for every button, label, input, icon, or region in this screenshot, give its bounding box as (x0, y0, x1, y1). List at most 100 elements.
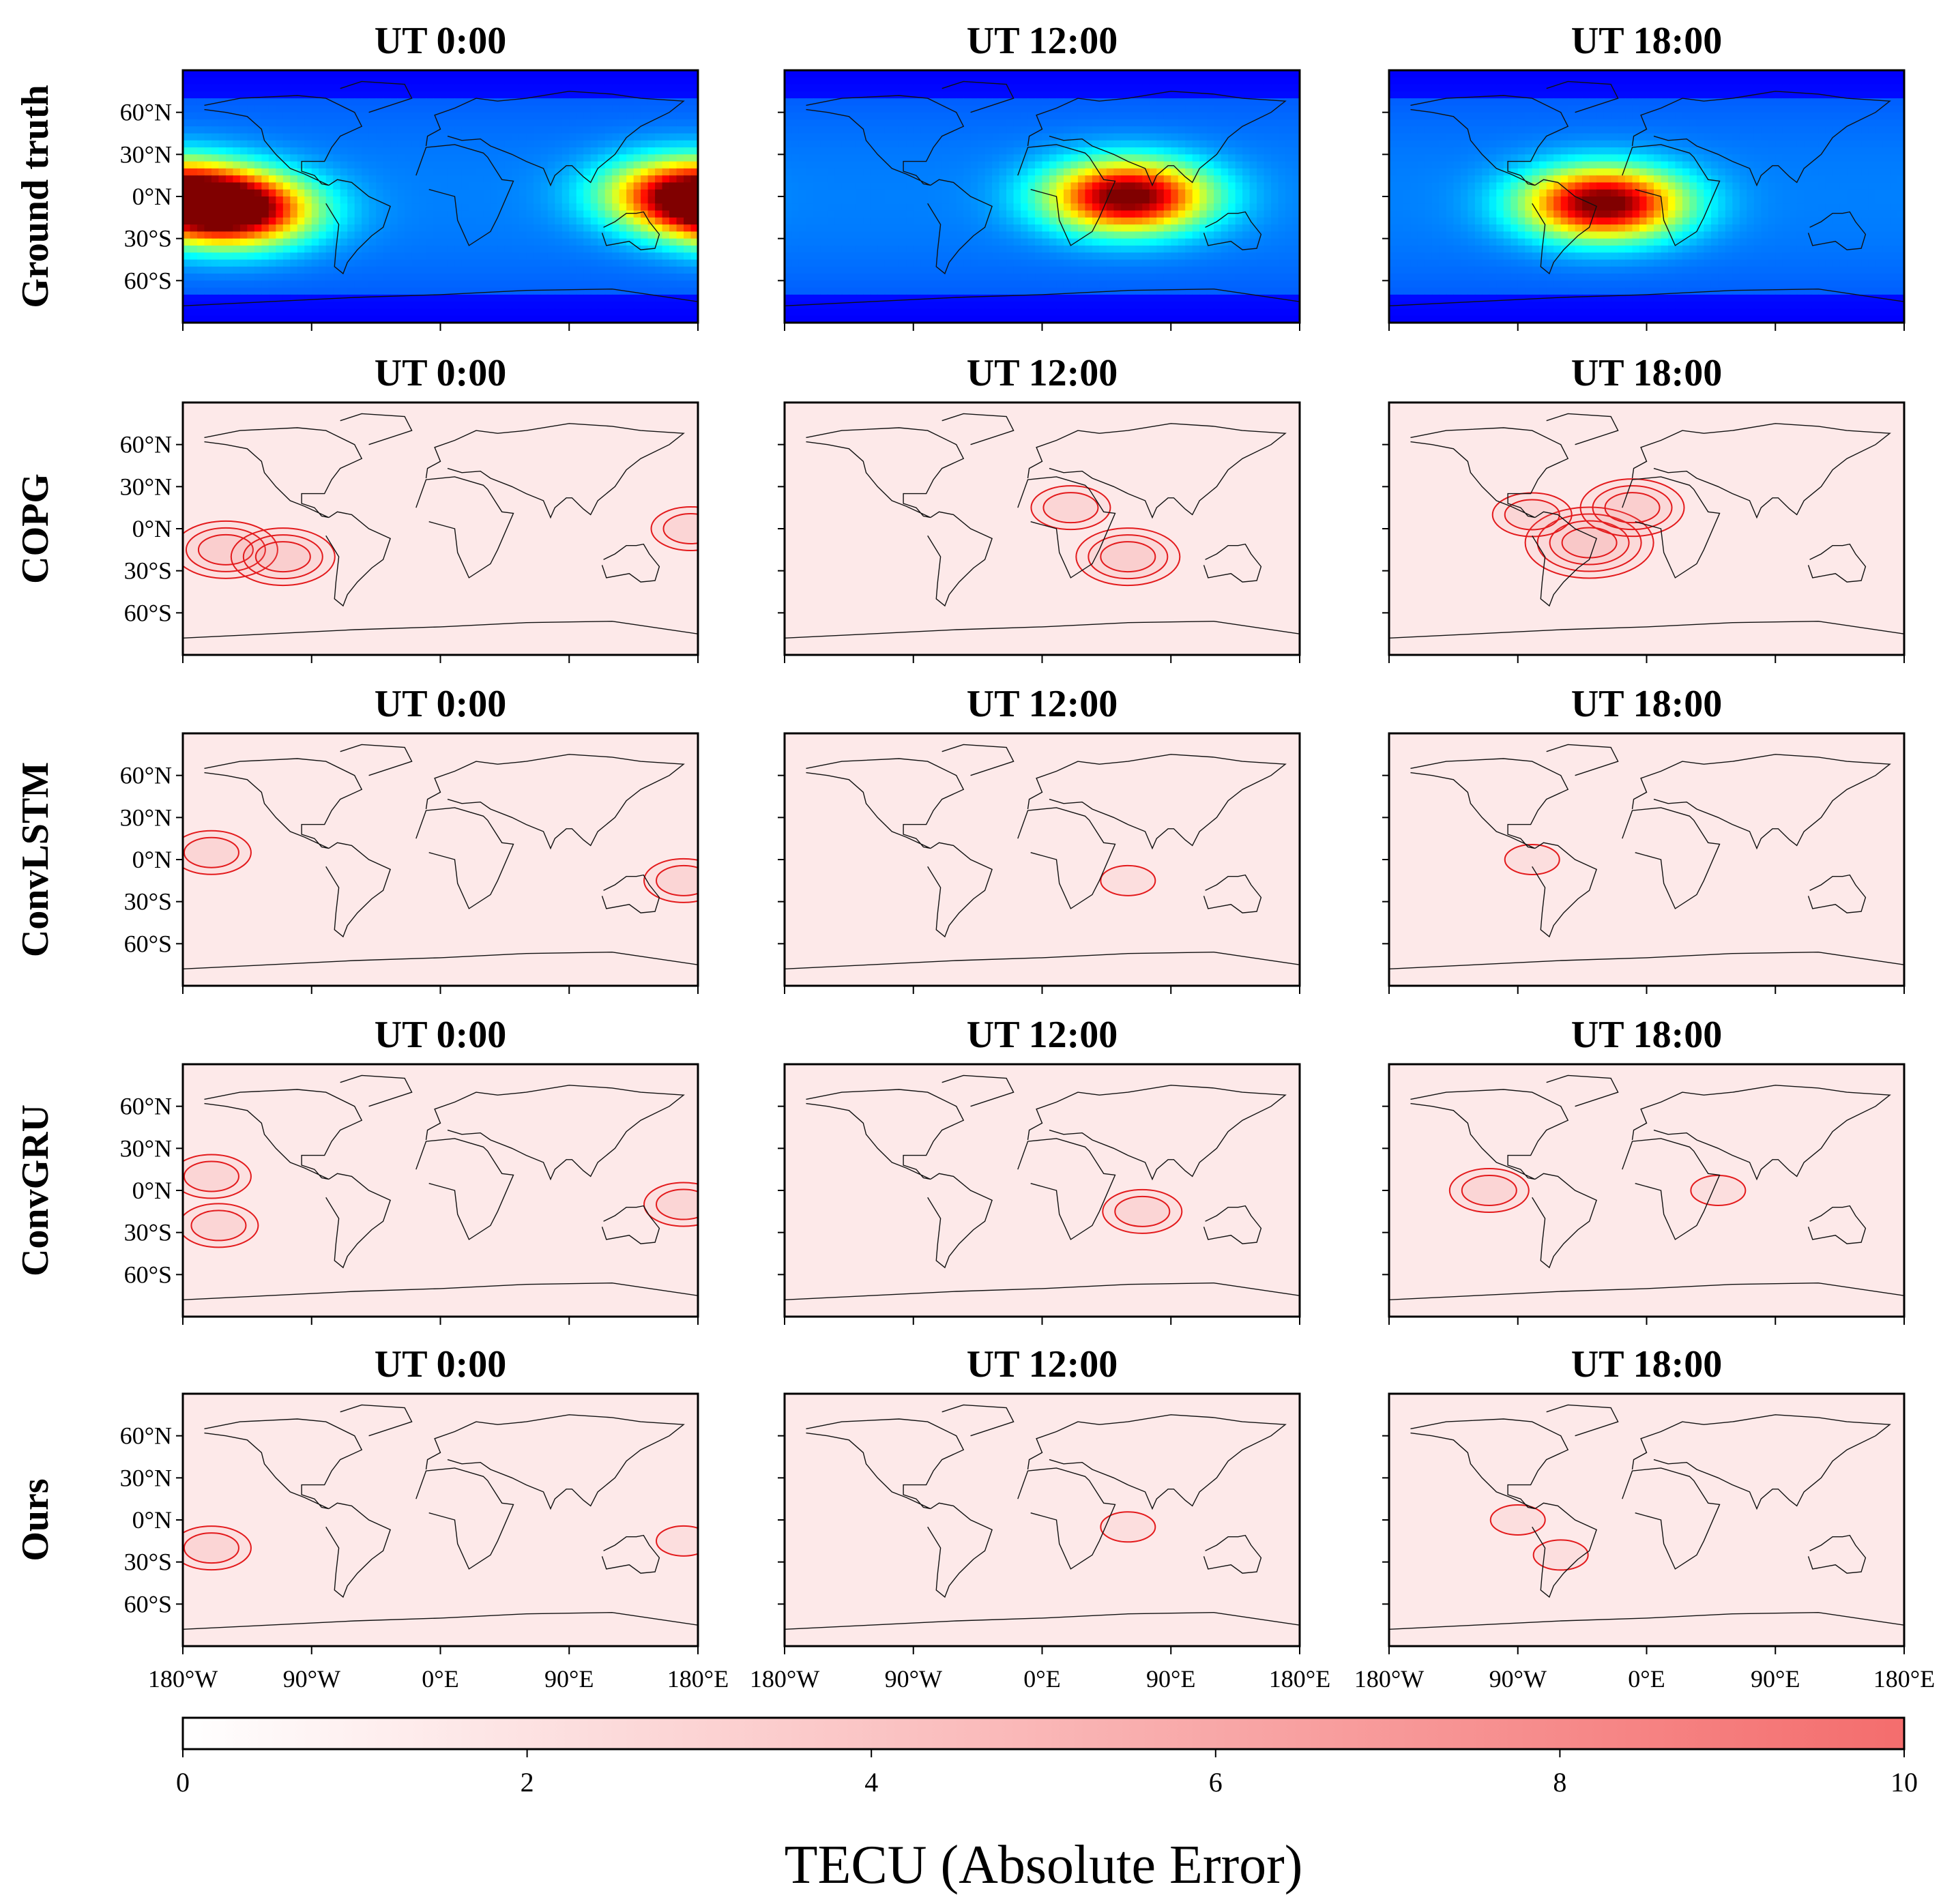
heat-cell (240, 274, 248, 281)
heat-cell (834, 252, 842, 260)
heat-cell (254, 203, 262, 211)
heat-cell (1107, 224, 1114, 232)
heat-cell (448, 77, 455, 85)
heat-cell (928, 105, 935, 113)
heat-cell (362, 211, 369, 218)
heat-cell (1092, 295, 1100, 302)
heat-cell (619, 175, 627, 183)
heat-cell (383, 267, 391, 274)
heat-cell (1135, 105, 1143, 113)
heat-cell (512, 211, 519, 218)
heat-cell (569, 196, 576, 204)
heat-cell (1285, 260, 1293, 267)
heat-cell (1242, 98, 1250, 106)
heat-cell (641, 302, 648, 309)
heat-cell (971, 267, 978, 274)
heat-cell (684, 162, 691, 169)
heat-cell (269, 70, 276, 78)
heat-cell (992, 154, 999, 162)
heat-cell (197, 239, 205, 246)
heat-cell (1142, 203, 1150, 211)
heat-cell (892, 267, 899, 274)
heat-cell (626, 302, 634, 309)
heat-cell (828, 288, 835, 295)
heat-cell (441, 169, 448, 176)
heat-cell (684, 119, 691, 127)
heat-cell (648, 91, 656, 99)
heat-cell (448, 252, 455, 260)
heat-cell (562, 267, 570, 274)
heat-cell (1207, 203, 1214, 211)
heat-cell (491, 190, 498, 197)
heat-cell (1221, 147, 1229, 155)
heat-cell (634, 196, 641, 204)
heat-cell (863, 98, 871, 106)
heat-cell (813, 169, 821, 176)
heat-cell (548, 288, 555, 295)
heat-cell (1035, 77, 1042, 85)
heat-cell (362, 113, 369, 120)
heat-cell (405, 175, 412, 183)
heat-cell (448, 274, 455, 281)
heat-cell (197, 274, 205, 281)
heat-cell (233, 190, 240, 197)
heat-cell (942, 162, 950, 169)
heat-cell (333, 147, 340, 155)
heat-cell (1264, 70, 1272, 78)
heat-cell (197, 85, 205, 92)
heat-cell (454, 77, 462, 85)
heat-cell (598, 308, 605, 316)
heat-cell (877, 85, 885, 92)
heat-cell (512, 77, 519, 85)
heat-cell (1221, 175, 1229, 183)
heat-cell (190, 274, 197, 281)
heat-cell (548, 280, 555, 288)
heat-cell (1042, 280, 1050, 288)
heat-cell (462, 169, 469, 176)
heat-cell (899, 224, 907, 232)
heat-cell (842, 141, 849, 148)
heat-cell (491, 239, 498, 246)
heat-cell (204, 203, 211, 211)
heat-cell (1178, 77, 1186, 85)
heat-cell (433, 85, 441, 92)
heat-cell (963, 260, 971, 267)
heat-cell (254, 211, 262, 218)
heat-cell (247, 77, 254, 85)
heat-cell (226, 175, 233, 183)
heat-cell (1142, 196, 1150, 204)
heat-cell (1214, 105, 1221, 113)
heat-cell (247, 70, 254, 78)
heat-cell (871, 70, 878, 78)
heat-cell (655, 85, 662, 92)
heat-cell (1064, 85, 1071, 92)
heat-cell (1035, 134, 1042, 141)
heat-cell (462, 196, 469, 204)
heat-cell (1264, 288, 1272, 295)
heat-cell (1164, 190, 1171, 197)
heat-cell (247, 203, 254, 211)
heat-cell (254, 190, 262, 197)
heat-cell (849, 196, 856, 204)
heat-cell (355, 175, 362, 183)
heat-cell (1250, 190, 1257, 197)
heat-cell (677, 246, 684, 253)
heat-cell (971, 260, 978, 267)
heat-cell (1150, 98, 1157, 106)
heat-cell (1193, 105, 1200, 113)
heat-cell (1028, 169, 1036, 176)
heat-cell (849, 190, 856, 197)
heat-cell (899, 147, 907, 155)
heat-cell (326, 105, 334, 113)
heat-cell (669, 308, 677, 316)
heat-cell (398, 280, 405, 288)
heat-cell (534, 267, 541, 274)
heat-cell (648, 260, 656, 267)
heat-cell (1049, 274, 1057, 281)
heat-cell (204, 154, 211, 162)
heat-cell (1242, 295, 1250, 302)
heat-cell (1150, 119, 1157, 127)
heat-cell (226, 308, 233, 316)
heat-cell (376, 91, 383, 99)
heat-cell (1107, 119, 1114, 127)
